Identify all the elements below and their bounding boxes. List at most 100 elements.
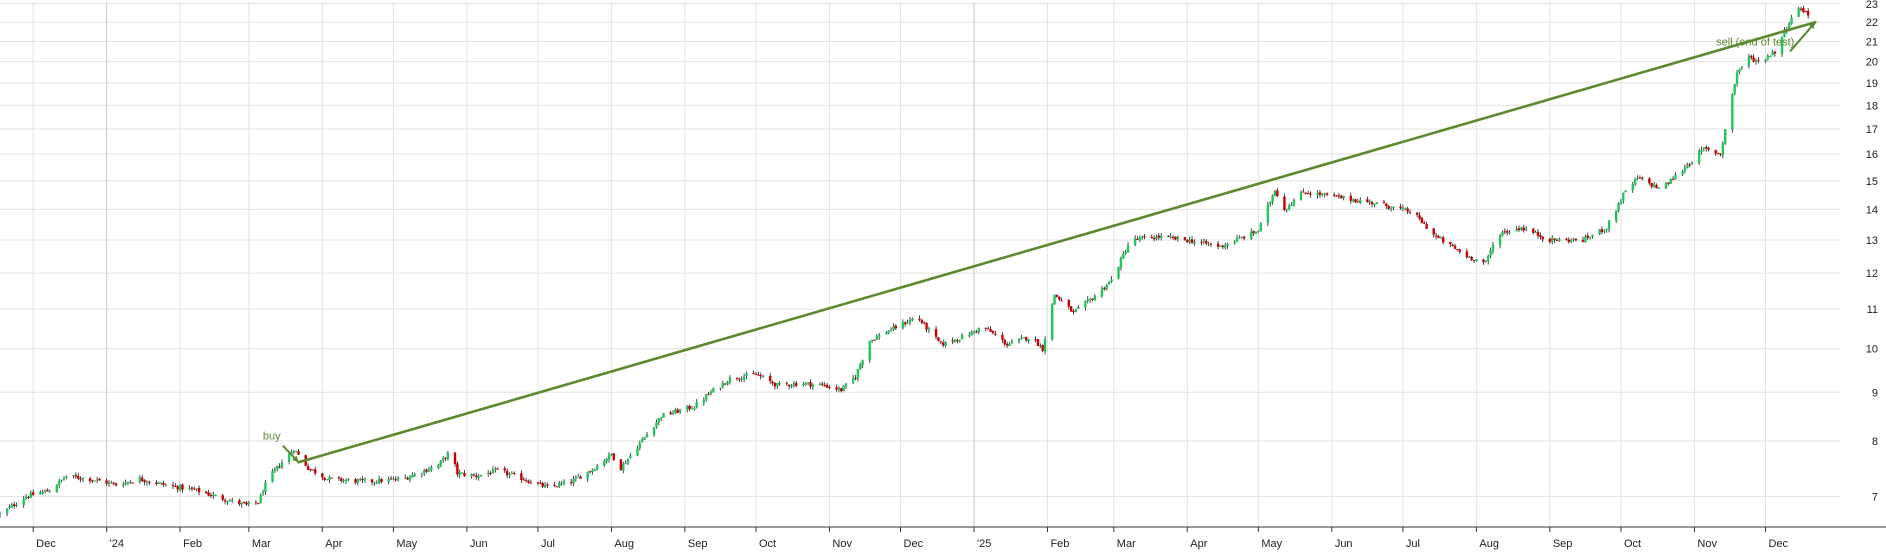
candle: [1735, 69, 1739, 87]
candle: [41, 489, 44, 495]
candle: [1219, 245, 1222, 247]
y-tick-label: 10: [1866, 344, 1878, 356]
candle: [1536, 228, 1540, 239]
candle-body: [140, 477, 144, 481]
candle: [254, 500, 258, 506]
candle-body: [612, 453, 615, 460]
candle-body: [1290, 205, 1293, 207]
candle: [1233, 240, 1236, 245]
candle-body: [742, 376, 746, 380]
candle: [380, 478, 383, 484]
candle: [923, 321, 926, 325]
candle: [323, 476, 326, 482]
candle: [1325, 192, 1329, 197]
candle: [738, 377, 741, 383]
candle-body: [157, 482, 160, 484]
candle: [131, 482, 134, 484]
candle: [904, 321, 907, 327]
candle-body: [595, 465, 599, 470]
candle-body: [1143, 236, 1146, 238]
candle-body: [1503, 231, 1507, 233]
candle-body: [721, 382, 724, 388]
candle-body: [953, 339, 957, 343]
candle-body: [1392, 206, 1395, 209]
candle: [1700, 146, 1703, 155]
candle: [771, 380, 774, 386]
candle: [470, 473, 473, 479]
candle: [622, 461, 625, 474]
candle: [1423, 220, 1426, 225]
candle-body: [904, 322, 907, 325]
candle-body: [295, 451, 298, 453]
candle-body: [541, 482, 544, 487]
candle-body: [321, 473, 324, 478]
candle-body: [1176, 236, 1179, 239]
candle-body: [892, 326, 895, 330]
candle-body: [977, 328, 980, 333]
candle-body: [273, 469, 277, 472]
candle: [330, 477, 333, 479]
candle: [1484, 260, 1488, 263]
candle-body: [1517, 228, 1521, 231]
candle-body: [292, 451, 296, 453]
candle: [1240, 236, 1243, 239]
candle: [1584, 234, 1587, 243]
candle: [1581, 236, 1585, 243]
candle: [344, 478, 348, 484]
candle: [1697, 148, 1701, 166]
candle: [546, 482, 549, 489]
candle-body: [655, 422, 658, 428]
candle-body: [195, 488, 198, 490]
candle: [674, 407, 677, 414]
candle: [1404, 207, 1407, 211]
candle: [1754, 58, 1758, 65]
candle-body: [873, 339, 876, 341]
candle: [340, 477, 343, 484]
candle: [792, 380, 796, 388]
candle-body: [340, 478, 343, 481]
candle-body: [821, 383, 824, 385]
candle: [278, 463, 281, 469]
candle: [702, 397, 706, 406]
candle-body: [536, 482, 540, 484]
candle-body: [1565, 238, 1568, 240]
candle-body: [851, 378, 855, 383]
candle: [271, 468, 274, 483]
x-tick-label: Aug: [1479, 538, 1499, 550]
candle-body: [1757, 60, 1760, 62]
candle: [280, 459, 284, 470]
candle-body: [1686, 165, 1689, 169]
candle: [776, 382, 779, 389]
candle-body: [1423, 222, 1426, 224]
candle-body: [31, 492, 35, 495]
candle-body: [1058, 296, 1061, 300]
candle-body: [719, 387, 722, 389]
candle-body: [870, 339, 874, 342]
candle-body: [1536, 231, 1540, 236]
candle-body: [427, 469, 431, 472]
candle-body: [885, 333, 888, 335]
y-tick-label: 14: [1866, 204, 1878, 216]
candle: [5, 508, 9, 517]
candle-body: [223, 500, 227, 502]
candle: [494, 466, 497, 473]
candle-body: [1318, 192, 1322, 195]
candle-body: [1287, 205, 1291, 210]
candle-body: [1276, 190, 1279, 196]
candle-body: [342, 480, 345, 482]
candle-body: [1586, 235, 1589, 238]
candle: [662, 412, 665, 419]
candle-body: [1633, 178, 1637, 184]
x-tick-label: May: [1261, 538, 1282, 550]
candle: [55, 483, 59, 493]
candle: [1283, 193, 1286, 212]
candle-body: [555, 486, 559, 488]
y-tick-label: 18: [1866, 100, 1878, 112]
candle-body: [209, 494, 213, 496]
candle-body: [1226, 243, 1229, 246]
candle: [1638, 175, 1642, 179]
candle-body: [240, 502, 243, 505]
candle: [894, 324, 897, 331]
candle-body: [1159, 235, 1163, 238]
candle-body: [859, 364, 862, 370]
